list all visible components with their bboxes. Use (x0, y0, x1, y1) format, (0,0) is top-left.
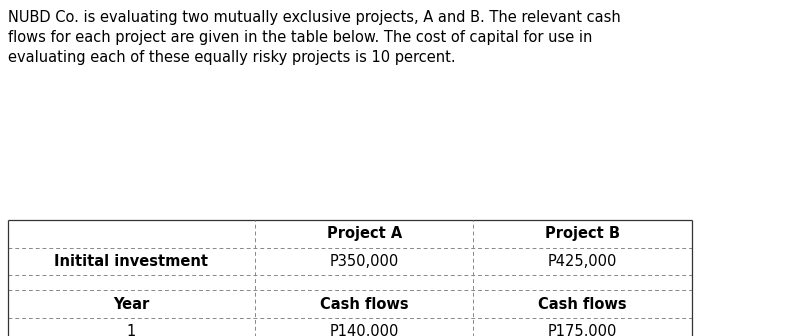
Text: 1: 1 (127, 324, 136, 336)
Text: Project B: Project B (546, 226, 620, 241)
Text: P140,000: P140,000 (330, 324, 399, 336)
Text: Cash flows: Cash flows (320, 297, 409, 311)
Text: Initital investment: Initital investment (54, 254, 209, 269)
Text: Cash flows: Cash flows (538, 297, 627, 311)
Text: P175,000: P175,000 (548, 324, 618, 336)
Text: P350,000: P350,000 (330, 254, 398, 269)
Text: NUBD Co. is evaluating two mutually exclusive projects, A and B. The relevant ca: NUBD Co. is evaluating two mutually excl… (8, 10, 621, 65)
Text: Year: Year (114, 297, 150, 311)
Text: Project A: Project A (326, 226, 402, 241)
Text: P425,000: P425,000 (548, 254, 618, 269)
